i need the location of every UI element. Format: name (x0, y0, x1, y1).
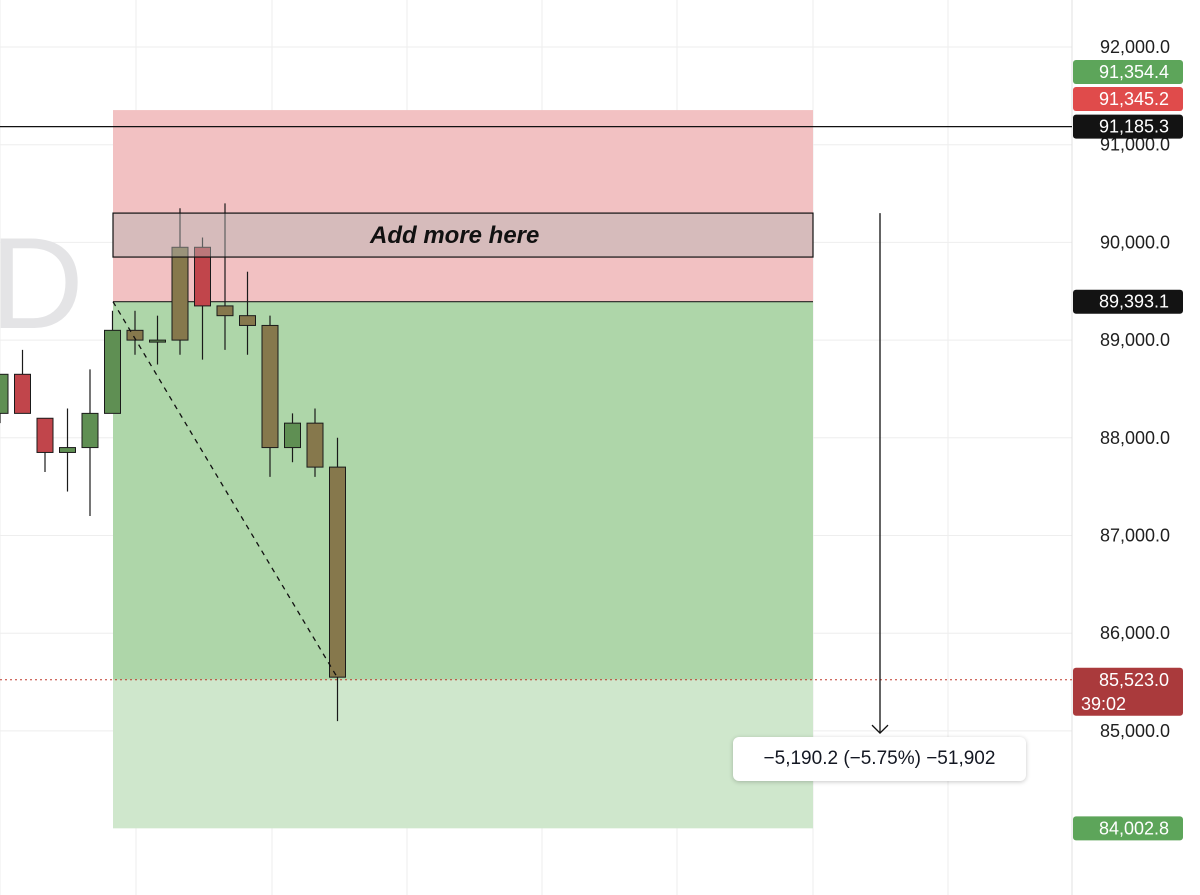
candle-body (81, 412, 99, 449)
y-tick-label: 90,000.0 (1100, 232, 1170, 252)
y-tick-label: 92,000.0 (1100, 37, 1170, 57)
price-axis[interactable]: 92,000.0 91,000.0 90,000.0 89,000.0 88,000.0… (1100, 37, 1170, 741)
candle-body (59, 447, 76, 453)
candle-body (171, 246, 189, 341)
price-tag (1073, 60, 1183, 84)
price-tag-value: 89,393.1 (1099, 292, 1169, 312)
add-more-label: Add more here (369, 222, 539, 249)
measure-arrow-head (871, 724, 889, 735)
candle-body (329, 466, 346, 678)
candlestick-series (0, 203, 346, 722)
price-tag (1073, 114, 1183, 139)
add-more-box[interactable] (112, 212, 814, 258)
price-tag (1073, 289, 1183, 314)
candle-body (216, 305, 234, 317)
price-tag-value: 91,354.4 (1099, 62, 1169, 82)
symbol-watermark: D (0, 210, 84, 356)
watermark-glyph: D (0, 210, 84, 356)
y-tick-label: 91,000.0 (1100, 135, 1170, 155)
position-zones[interactable] (113, 110, 813, 829)
price-tag-value: 91,345.2 (1099, 89, 1169, 109)
candle-body (284, 422, 301, 449)
horizontal-lines[interactable] (0, 125, 1072, 681)
profit-zone[interactable] (113, 301, 813, 680)
price-tag (1073, 816, 1183, 841)
price-tag-value: 91,185.3 (1099, 117, 1169, 137)
candle-body (0, 373, 9, 414)
drawings[interactable]: Add more here (112, 212, 889, 735)
y-tick-label: 86,000.0 (1100, 623, 1170, 643)
candle-body (14, 373, 31, 414)
candle-body (104, 329, 121, 414)
candle-body (306, 422, 324, 468)
y-tick-label: 88,000.0 (1100, 428, 1170, 448)
dashed-trend-line[interactable] (112, 301, 339, 679)
candle-body (261, 324, 279, 449)
price-tag-value: 84,002.8 (1099, 818, 1169, 838)
candle-body (194, 246, 211, 307)
price-tag-value: 85,523.0 (1099, 670, 1169, 690)
stop-loss-zone[interactable] (113, 110, 813, 302)
measurement-label: −5,190.2 (−5.75%) −51,902 (733, 737, 1026, 781)
price-tags: 91,354.4 91,345.2 91,185.3 89,393.1 85,523.0… (1073, 60, 1183, 841)
candle-body (36, 417, 54, 453)
y-tick-label: 87,000.0 (1100, 526, 1170, 546)
profit-zone-remaining[interactable] (113, 679, 813, 829)
price-tag-countdown: 39:02 (1081, 694, 1126, 714)
candle-body (149, 339, 166, 343)
candle-body (126, 329, 144, 341)
y-tick-label: 85,000.0 (1100, 721, 1170, 741)
y-tick-label: 89,000.0 (1100, 330, 1170, 350)
candle-body (239, 315, 256, 326)
price-tag (1073, 667, 1183, 716)
price-tag (1073, 87, 1183, 111)
